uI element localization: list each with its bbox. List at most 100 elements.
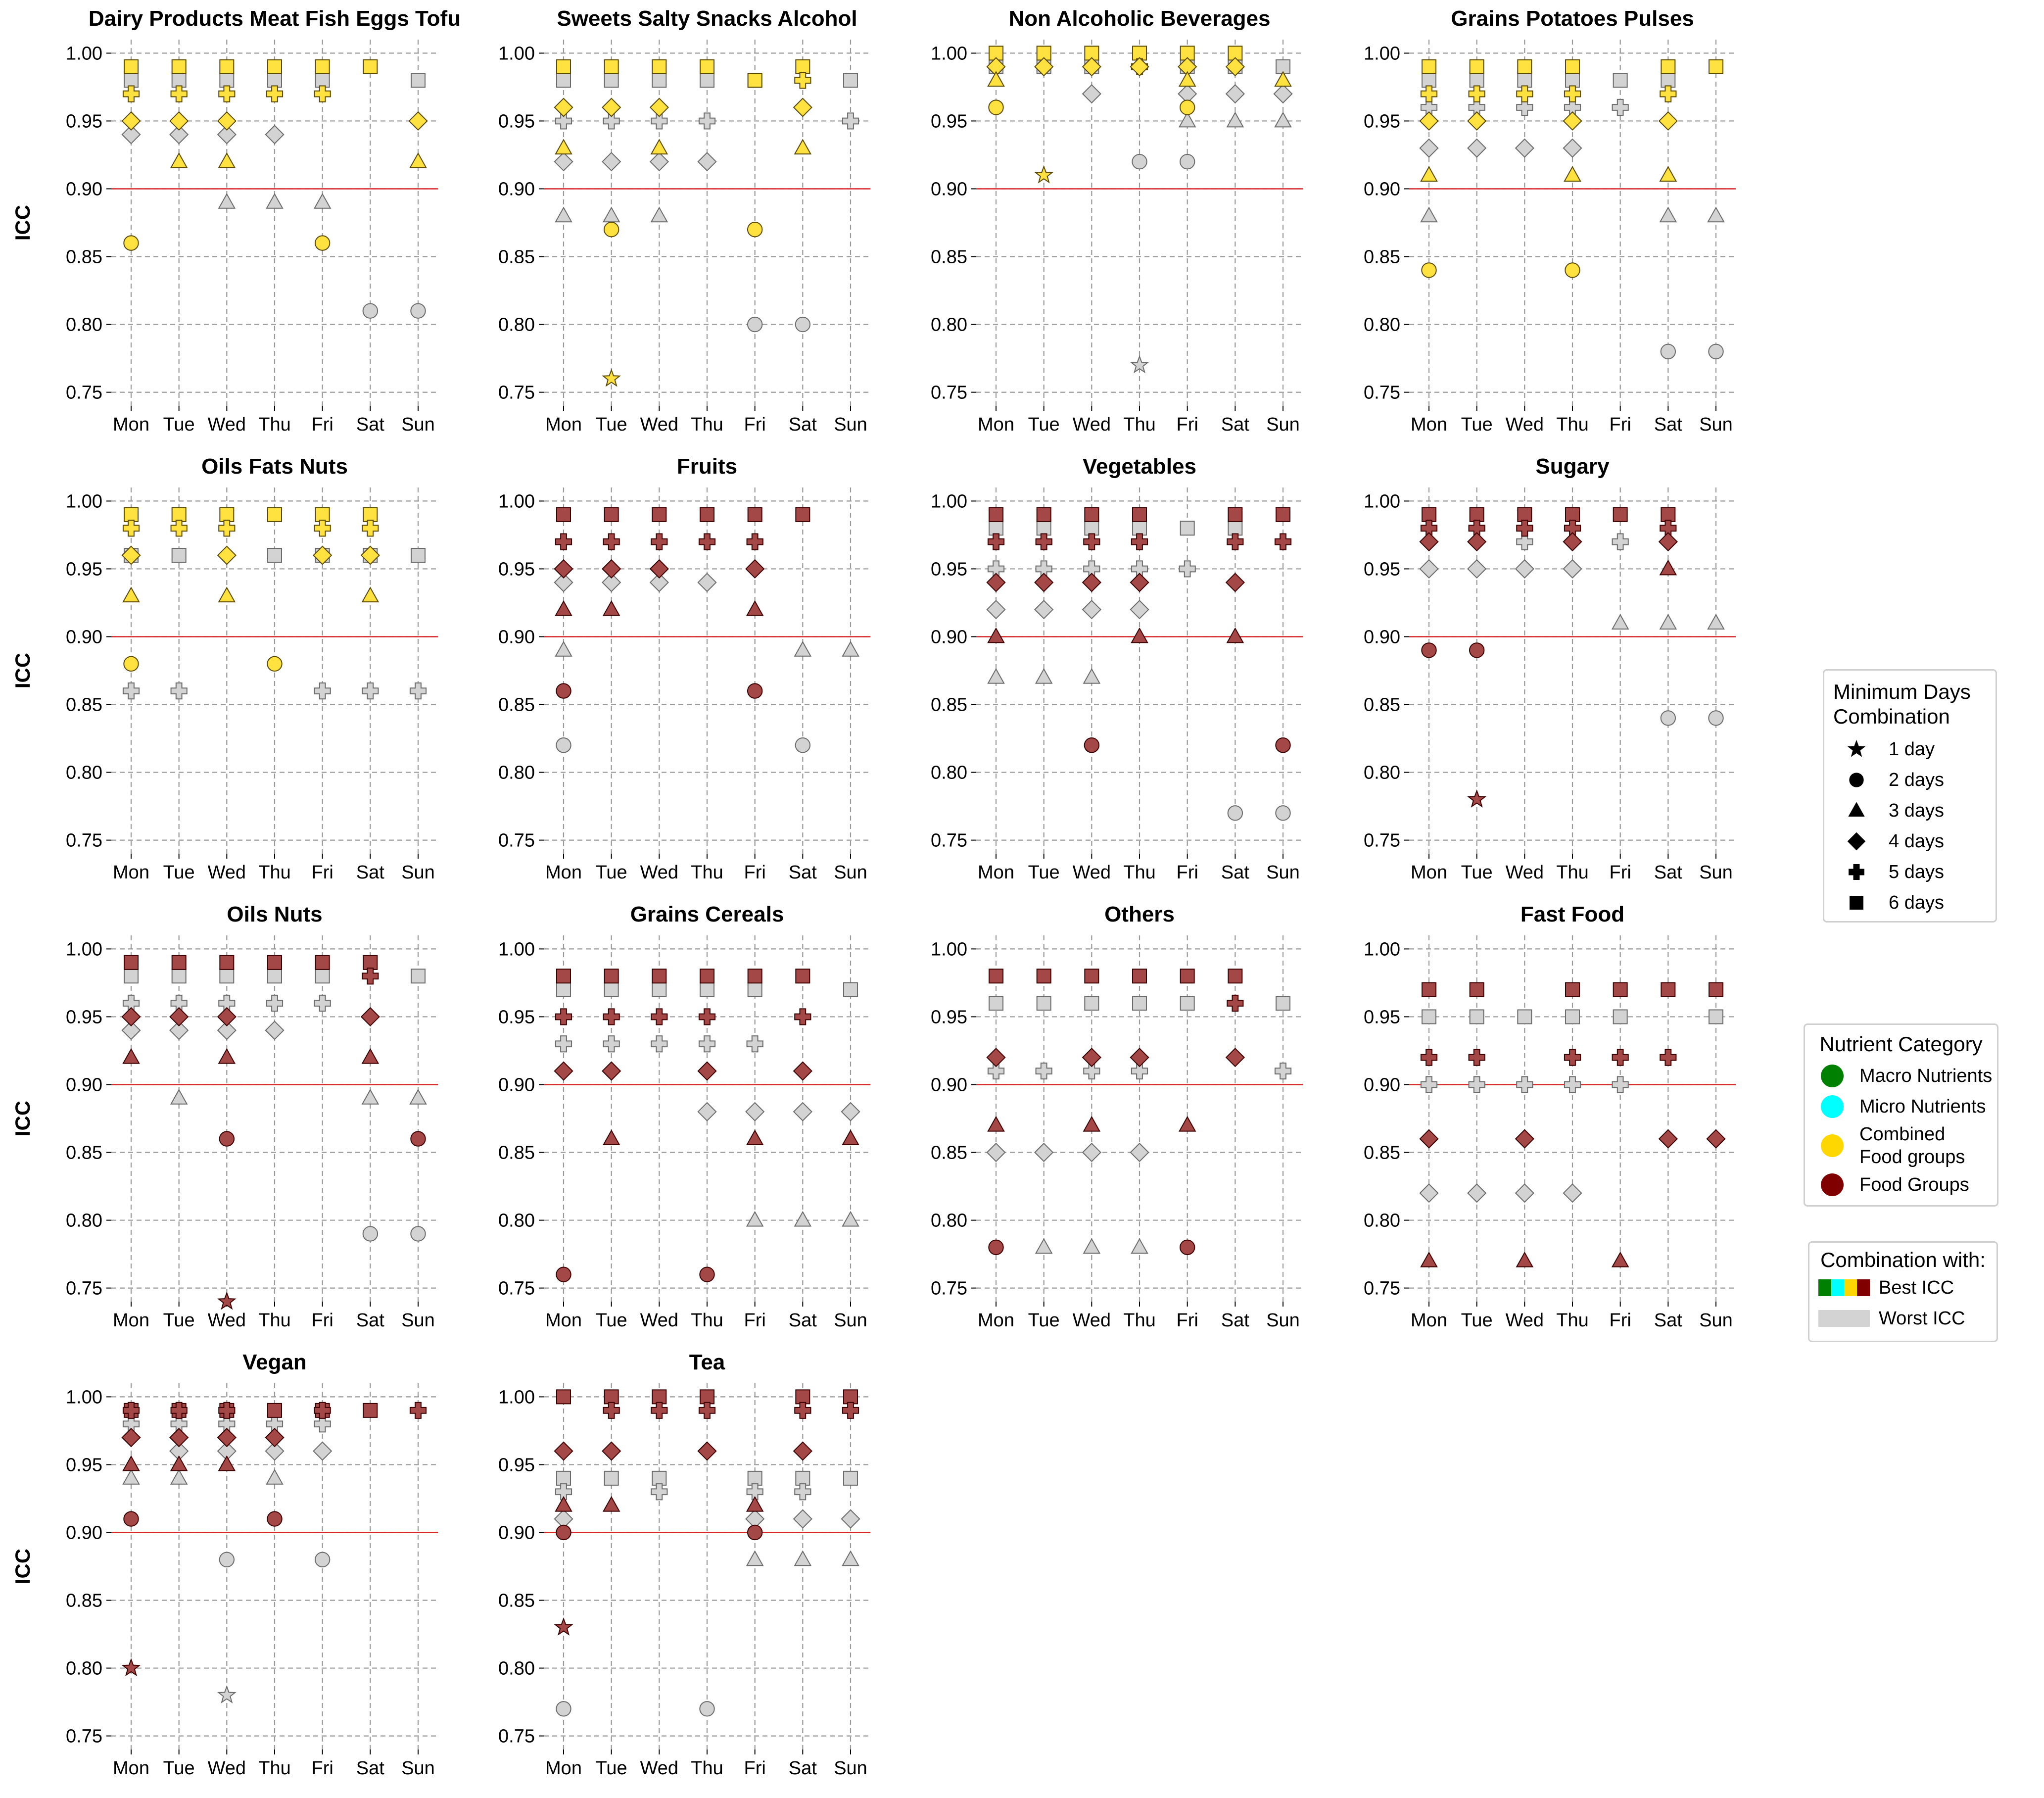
- x-tick-label: Sat: [1221, 1310, 1249, 1331]
- best-marker-diamond: [793, 1061, 812, 1081]
- x-tick-label: Wed: [1506, 414, 1544, 435]
- y-tick-label: 0.85: [498, 695, 535, 716]
- y-tick-label: 0.95: [931, 111, 967, 132]
- best-marker-star: [602, 368, 621, 387]
- worst-marker-square: [843, 1470, 858, 1486]
- best-marker-plus: [794, 72, 811, 89]
- x-tick-label: Sat: [789, 414, 817, 435]
- y-tick-label: 0.85: [498, 1591, 535, 1611]
- worst-marker-plus: [362, 682, 379, 700]
- x-tick-label: Thu: [1556, 862, 1588, 883]
- best-marker-square: [1613, 507, 1628, 522]
- best-marker-triangle: [602, 600, 620, 616]
- x-tick-label: Wed: [1073, 862, 1111, 883]
- worst-marker-square: [556, 1470, 571, 1486]
- worst-marker-diamond: [1515, 1183, 1534, 1203]
- y-tick-label: 0.80: [66, 1211, 102, 1231]
- best-marker-diamond: [217, 111, 237, 131]
- x-tick-label: Sun: [834, 414, 867, 435]
- worst-marker-diamond: [1273, 84, 1293, 104]
- best-marker-triangle: [361, 586, 380, 603]
- x-tick-label: Fri: [1177, 414, 1198, 435]
- best-marker-triangle: [218, 1455, 236, 1471]
- worst-marker-plus: [314, 682, 331, 700]
- panel-others: Others 0.75 0.80 0.85 0.90 0.95 1.00 Mon Tue Wed T…: [931, 902, 1303, 1331]
- best-marker-square: [795, 1389, 810, 1405]
- best-marker-plus: [362, 968, 379, 985]
- worst-marker-diamond: [1082, 600, 1101, 620]
- worst-marker-diamond: [1467, 559, 1487, 579]
- best-marker-plus: [1227, 994, 1244, 1012]
- best-marker-diamond: [121, 1428, 141, 1448]
- y-tick-label: 0.85: [66, 247, 102, 268]
- best-marker-plus: [1516, 85, 1533, 102]
- x-tick-label: Fri: [1610, 862, 1631, 883]
- y-tick-label: 0.85: [1364, 247, 1400, 268]
- worst-marker-diamond: [697, 152, 717, 172]
- best-marker-diamond: [1419, 1129, 1439, 1149]
- x-tick-label: Wed: [640, 1310, 678, 1331]
- legend-item-label: 6 days: [1889, 892, 1944, 913]
- panel-title: Sweets Salty Snacks Alcohol: [557, 6, 857, 31]
- x-tick-label: Thu: [258, 862, 290, 883]
- x-tick-label: Thu: [691, 862, 723, 883]
- best-marker-diamond: [313, 545, 333, 565]
- legend-item-label: Worst ICC: [1879, 1308, 1965, 1329]
- best-marker-diamond: [745, 559, 765, 579]
- x-tick-label: Mon: [545, 1758, 582, 1779]
- best-marker-plus: [987, 533, 1005, 550]
- y-tick-label: 0.95: [498, 111, 535, 132]
- y-tick-label: 0.80: [1364, 315, 1400, 336]
- worst-marker-circle: [556, 1701, 571, 1717]
- worst-marker-circle: [362, 1226, 379, 1242]
- legend-item-circle: 2 days: [1824, 765, 1996, 795]
- y-tick-label: 0.95: [931, 1007, 967, 1027]
- best-marker-square: [363, 507, 378, 522]
- x-tick-label: Thu: [1123, 862, 1155, 883]
- x-tick-label: Tue: [1028, 862, 1060, 883]
- worst-marker-triangle: [170, 1469, 188, 1485]
- worst-marker-plus: [170, 682, 188, 700]
- best-marker-square: [843, 1389, 858, 1405]
- y-tick-label: 1.00: [931, 939, 967, 960]
- x-tick-label: Sun: [401, 862, 435, 883]
- best-marker-plus: [1564, 85, 1581, 102]
- worst-marker-circle: [1660, 343, 1676, 360]
- x-tick-label: Mon: [545, 862, 582, 883]
- best-marker-plus: [794, 1008, 811, 1025]
- y-tick-label: 1.00: [1364, 939, 1400, 960]
- panel-oils-nuts: Oils Nuts 0.75 0.80 0.85 0.90 0.95 1.00 Mon Tue W…: [11, 902, 438, 1331]
- worst-marker-square: [1565, 1009, 1580, 1024]
- x-tick-label: Thu: [1123, 414, 1155, 435]
- worst-marker-circle: [410, 1226, 426, 1242]
- best-marker-circle: [267, 1511, 283, 1527]
- panel-title: Fruits: [677, 454, 737, 479]
- best-marker-circle: [556, 683, 571, 699]
- best-marker-plus: [1468, 1049, 1485, 1066]
- legend-category-items: Macro Nutrients Micro Nutrients Combined…: [1805, 1061, 1997, 1200]
- best-marker-square: [1422, 59, 1436, 74]
- y-tick-label: 0.95: [66, 559, 102, 580]
- panel-grains-cereals: Grains Cereals 0.75 0.80 0.85 0.90 0.95 1.00 Mo…: [498, 902, 870, 1331]
- worst-marker-square: [267, 969, 282, 984]
- best-marker-circle: [123, 656, 139, 672]
- y-tick-label: 0.80: [498, 1211, 535, 1231]
- worst-marker-plus: [1612, 533, 1629, 550]
- best-marker-diamond: [554, 1441, 573, 1461]
- panel-non-alcoholic-beverages: Non Alcoholic Beverages 0.75 0.80 0.85 0.90 0…: [931, 6, 1303, 435]
- best-marker-square: [700, 59, 714, 74]
- worst-marker-triangle: [987, 668, 1005, 684]
- best-marker-diamond: [1467, 111, 1487, 131]
- worst-icc-swatch: [1818, 1310, 1870, 1327]
- best-marker-triangle: [650, 139, 668, 155]
- worst-marker-square: [747, 1470, 762, 1486]
- legend-marker-square: [1850, 896, 1863, 910]
- worst-marker-triangle: [1611, 614, 1629, 630]
- worst-marker-square: [795, 1470, 810, 1486]
- legend-min-days-title-line-1: Minimum Days: [1833, 680, 1971, 703]
- x-tick-label: Wed: [1506, 862, 1544, 883]
- legend-item-label: Food Groups: [1859, 1174, 1969, 1195]
- best-marker-square: [267, 507, 282, 522]
- best-marker-square: [219, 955, 235, 970]
